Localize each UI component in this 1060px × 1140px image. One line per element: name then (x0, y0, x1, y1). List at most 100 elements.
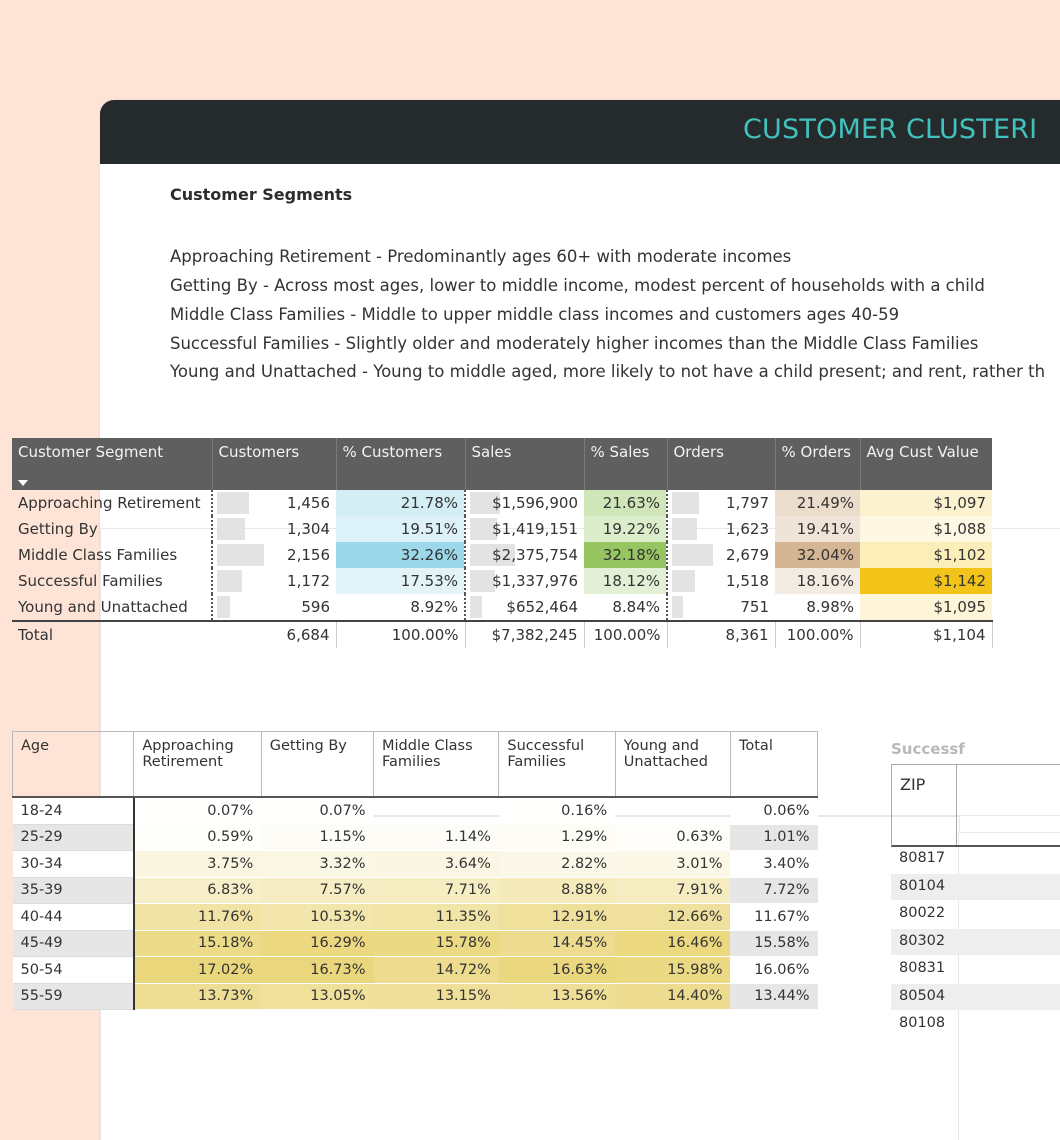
zip-row[interactable]: 80817 (891, 846, 1060, 872)
table-row[interactable]: Middle Class Families 2,156 32.26% $2,375,7… (12, 542, 992, 568)
avg-cust-value-cell: $1,097 (860, 490, 992, 516)
customers-cell: 2,156 (211, 542, 336, 568)
column-header-sales[interactable]: Sales (464, 438, 584, 490)
data-bar (470, 596, 483, 618)
bar-value: 1,304 (287, 520, 330, 538)
percent-cell: 11.35% (373, 903, 499, 931)
pct-customers-cell: 19.51% (336, 516, 465, 542)
bar-value: $1,596,900 (492, 494, 578, 512)
column-header-middle-class-families[interactable]: Middle Class Families (373, 731, 500, 798)
segments-heading: Customer Segments (170, 185, 353, 204)
pct-sales-cell: 21.63% (584, 490, 667, 516)
bar-value: $652,464 (506, 598, 578, 616)
segment-cell: Total (12, 620, 212, 648)
total-cell: 0.06% (730, 797, 818, 825)
column-header-age[interactable]: Age (11, 731, 135, 798)
column-header-getting-by[interactable]: Getting By (260, 731, 375, 798)
total-cell: 1.01% (730, 824, 818, 851)
percent-cell: 17.02% (133, 956, 262, 984)
zip-row[interactable]: 80022 (891, 901, 1060, 927)
age-cell: 50-54 (12, 956, 135, 984)
customers-cell: 1,456 (211, 490, 336, 516)
table-row[interactable]: Approaching Retirement 1,456 21.78% $1,596,… (12, 490, 992, 516)
column-header-zip[interactable]: ZIP (900, 775, 926, 794)
sales-cell: $1,419,151 (464, 516, 584, 542)
data-bar (217, 518, 246, 540)
column-header-young-and-unattached[interactable]: Young and Unattached (614, 731, 731, 798)
zip-cell: 80302 (899, 932, 946, 949)
segment-cell: Successful Families (18, 572, 163, 590)
percent-cell: 13.56% (498, 983, 616, 1010)
table-row[interactable]: Getting By 1,304 19.51% $1,419,151 19.22% 1,6… (12, 516, 992, 542)
percent-cell: 7.91% (615, 877, 731, 904)
total-cell: 13.44% (730, 983, 818, 1010)
percent-cell: 12.66% (615, 903, 731, 931)
table-row[interactable]: 45-49 15.18% 16.29% 15.78% 14.45% 16.46% 15.58… (12, 930, 818, 957)
table-row[interactable]: 55-59 13.73% 13.05% 13.15% 13.56% 14.40% 13.44… (12, 983, 818, 1010)
zip-row[interactable]: 80108 (891, 1011, 1060, 1037)
column-header-pct-sales[interactable]: % Sales (583, 438, 667, 490)
column-header-total[interactable]: Total (729, 731, 819, 798)
percent-cell: 16.63% (498, 956, 616, 984)
table-row[interactable]: Young and Unattached 596 8.92% $652,464 8.84… (12, 594, 992, 621)
zip-row[interactable]: 80831 (891, 956, 1060, 982)
column-header-approaching-retirement[interactable]: Approaching Retirement (133, 731, 262, 798)
table-row[interactable]: Successful Families 1,172 17.53% $1,337,976… (12, 568, 992, 594)
bar-value: 2,679 (726, 546, 769, 564)
column-header-customers[interactable]: Customers (211, 438, 336, 490)
sales-cell: $652,464 (464, 594, 584, 621)
customers-cell: 596 (211, 594, 336, 621)
percent-cell: 3.01% (615, 850, 731, 878)
column-header-segment[interactable]: Customer Segment (12, 438, 212, 490)
percent-cell: 7.57% (261, 877, 374, 904)
pct-sales-cell: 18.12% (584, 568, 667, 594)
age-table-header: Age Approaching Retirement Getting By Mi… (11, 731, 819, 798)
percent-cell: 0.59% (133, 824, 262, 851)
avg-cust-value-cell: $1,102 (860, 542, 992, 568)
age-cell: 35-39 (12, 877, 135, 904)
zip-cell: 80817 (899, 850, 946, 866)
orders-cell: 1,623 (666, 516, 775, 542)
table-row[interactable]: 18-24 0.07% 0.07% 0.16% 0.06% (12, 797, 818, 825)
customers-cell: 1,172 (211, 568, 336, 594)
table-row[interactable]: 35-39 6.83% 7.57% 7.71% 8.88% 7.91% 7.72% (12, 877, 818, 904)
column-header-successful-families[interactable]: Successful Families (498, 731, 616, 798)
total-row[interactable]: Total 6,684 100.00% $7,382,245 100.00% 8,361 1… (12, 620, 993, 648)
table-row[interactable]: 40-44 11.76% 10.53% 11.35% 12.91% 12.66% 11.67… (12, 903, 818, 931)
zip-row[interactable]: 80104 (891, 873, 1060, 900)
zip-table-header: ZIP (891, 764, 1060, 847)
orders-cell: 2,679 (666, 542, 775, 568)
avg-cust-value-cell: $1,088 (860, 516, 992, 542)
data-bar (672, 544, 713, 566)
sales-cell: $1,596,900 (464, 490, 584, 516)
percent-cell: 11.76% (133, 903, 262, 931)
zip-cell: 80504 (899, 987, 946, 1004)
zip-cell: 80104 (899, 877, 946, 894)
segment-table-header: Customer Segment Customers % Customers S… (12, 438, 992, 490)
customers-cell: 6,684 (212, 620, 337, 648)
total-cell: 7.72% (730, 877, 818, 904)
total-cell: 15.58% (730, 930, 818, 957)
sales-cell: $7,382,245 (465, 620, 585, 648)
zip-row[interactable]: 80302 (891, 928, 1060, 955)
table-row[interactable]: 25-29 0.59% 1.15% 1.14% 1.29% 0.63% 1.01% (12, 824, 818, 851)
segment-description: Approaching Retirement - Predominantly a… (170, 247, 792, 266)
total-cell: 11.67% (730, 903, 818, 931)
table-row[interactable]: 50-54 17.02% 16.73% 14.72% 16.63% 15.98% 16.06… (12, 956, 818, 984)
segment-cell: Getting By (18, 520, 98, 538)
customers-cell: 1,304 (211, 516, 336, 542)
column-header-avg-cust-value[interactable]: Avg Cust Value (859, 438, 992, 490)
percent-cell: 14.72% (373, 956, 499, 984)
table-row[interactable]: 30-34 3.75% 3.32% 3.64% 2.82% 3.01% 3.40% (12, 850, 818, 878)
sort-desc-icon[interactable] (18, 480, 28, 486)
column-header-pct-customers[interactable]: % Customers (335, 438, 465, 490)
percent-cell: 1.15% (261, 824, 374, 851)
column-header-orders[interactable]: Orders (666, 438, 775, 490)
zip-row[interactable]: 80504 (891, 983, 1060, 1010)
sales-cell: $1,337,976 (464, 568, 584, 594)
percent-cell: 3.75% (133, 850, 262, 878)
percent-cell: 16.73% (261, 956, 374, 984)
percent-cell: 16.46% (615, 930, 731, 957)
bar-value: 1,623 (726, 520, 769, 538)
column-header-pct-orders[interactable]: % Orders (774, 438, 860, 490)
